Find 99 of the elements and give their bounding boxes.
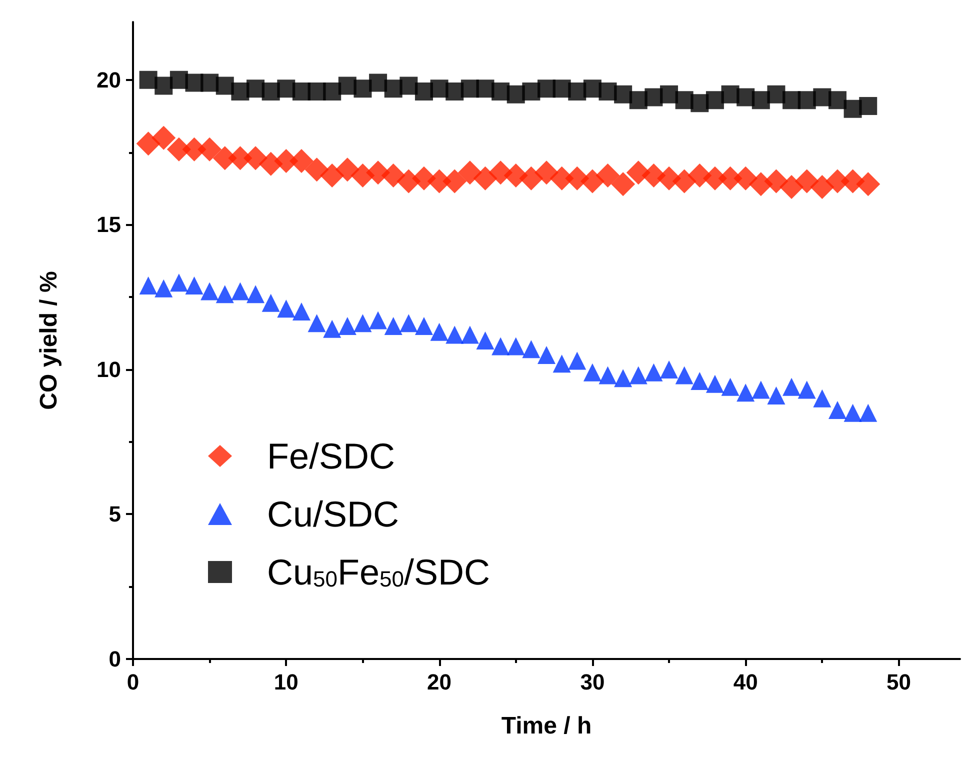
point bbox=[384, 317, 402, 336]
y-axis-title: CO yield / % bbox=[36, 271, 62, 410]
point bbox=[580, 169, 604, 194]
point bbox=[185, 276, 204, 294]
point bbox=[583, 363, 602, 382]
y-tick-label: 20 bbox=[96, 67, 121, 92]
y-tick-label: 10 bbox=[96, 356, 121, 382]
x-tick-label: 30 bbox=[580, 670, 605, 694]
point bbox=[231, 282, 250, 300]
point bbox=[706, 374, 724, 393]
point bbox=[660, 85, 678, 104]
point bbox=[767, 386, 786, 405]
point bbox=[308, 314, 326, 332]
point bbox=[828, 400, 846, 419]
point bbox=[292, 302, 310, 321]
x-tick-label: 0 bbox=[126, 670, 140, 694]
point bbox=[139, 276, 158, 294]
point bbox=[644, 363, 663, 382]
y-tick-label: 0 bbox=[108, 646, 121, 672]
point bbox=[660, 360, 678, 378]
point bbox=[859, 404, 878, 422]
point bbox=[810, 175, 834, 200]
point bbox=[598, 366, 617, 384]
point bbox=[476, 332, 494, 350]
point bbox=[752, 380, 770, 399]
point bbox=[216, 285, 234, 304]
point bbox=[400, 314, 418, 332]
point bbox=[154, 76, 173, 95]
point bbox=[794, 169, 819, 194]
point bbox=[354, 314, 372, 332]
point bbox=[611, 172, 636, 196]
point bbox=[381, 163, 406, 188]
x-tick-label: 10 bbox=[274, 670, 298, 694]
point bbox=[672, 169, 696, 194]
point bbox=[690, 372, 709, 390]
legend-label: Cu50Fe50/SDC bbox=[267, 552, 490, 592]
x-tick-label: 50 bbox=[886, 670, 911, 694]
point bbox=[400, 76, 418, 95]
point bbox=[154, 279, 173, 298]
point bbox=[369, 311, 388, 330]
x-tick-label: 20 bbox=[427, 670, 452, 694]
point bbox=[596, 163, 620, 188]
point bbox=[460, 326, 479, 344]
point bbox=[844, 404, 862, 422]
point bbox=[629, 366, 648, 384]
point bbox=[246, 285, 265, 304]
point bbox=[335, 158, 360, 182]
point bbox=[289, 148, 314, 173]
point bbox=[859, 96, 878, 115]
point bbox=[522, 340, 540, 358]
point bbox=[492, 337, 510, 356]
point bbox=[304, 158, 329, 182]
x-axis-title: Time / h bbox=[501, 712, 592, 740]
legend-label: Cu/SDC bbox=[267, 494, 400, 534]
point bbox=[198, 137, 222, 162]
point bbox=[734, 166, 758, 190]
point bbox=[369, 74, 388, 92]
point bbox=[277, 300, 296, 318]
point bbox=[430, 322, 448, 341]
point bbox=[136, 132, 160, 156]
point bbox=[506, 337, 525, 356]
point bbox=[458, 160, 482, 185]
point bbox=[262, 294, 280, 312]
point bbox=[767, 85, 786, 104]
point bbox=[446, 326, 464, 344]
point bbox=[338, 317, 356, 336]
y-tick-label: 15 bbox=[96, 212, 121, 238]
point bbox=[856, 172, 880, 196]
point bbox=[614, 85, 632, 104]
point bbox=[568, 352, 586, 370]
point bbox=[675, 366, 694, 384]
y-tick-label: 5 bbox=[108, 502, 121, 527]
point bbox=[828, 91, 846, 110]
point bbox=[538, 346, 556, 364]
x-tick-label: 40 bbox=[733, 670, 758, 694]
legend-label: Fe/SDC bbox=[267, 436, 396, 476]
point bbox=[782, 378, 801, 396]
point bbox=[152, 126, 176, 150]
point bbox=[323, 320, 342, 338]
point bbox=[764, 169, 788, 194]
point bbox=[354, 80, 372, 98]
point bbox=[736, 384, 755, 402]
point bbox=[473, 166, 498, 190]
point bbox=[614, 369, 632, 388]
point bbox=[244, 146, 268, 170]
point bbox=[200, 282, 219, 300]
point bbox=[323, 82, 342, 100]
point bbox=[813, 389, 832, 408]
point bbox=[706, 91, 724, 110]
point bbox=[552, 354, 571, 373]
point bbox=[519, 166, 544, 190]
point bbox=[414, 317, 433, 336]
point bbox=[798, 380, 816, 399]
point bbox=[170, 274, 188, 292]
point bbox=[534, 160, 558, 185]
point bbox=[442, 169, 467, 194]
point bbox=[780, 175, 804, 200]
point bbox=[721, 378, 740, 396]
point bbox=[320, 163, 344, 188]
